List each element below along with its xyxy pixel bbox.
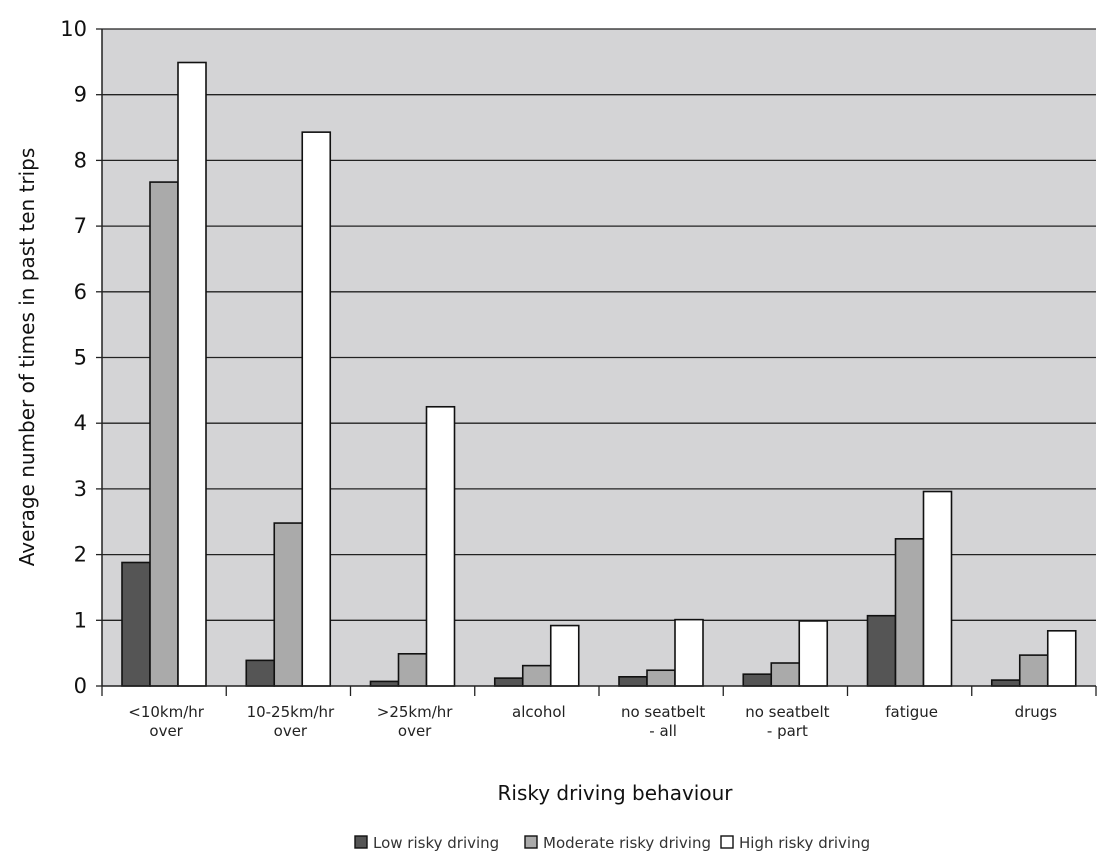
x-category-label: >25km/hr over: [377, 703, 454, 740]
legend-swatch: [524, 835, 538, 849]
bar-moderate-risky-driving: [646, 669, 676, 687]
x-category-labels: <10km/hr over 10-25km/hr over >25km/hr over al…: [128, 703, 1057, 740]
bar-high-risky-driving: [798, 620, 829, 687]
bar-moderate-risky-driving: [1018, 654, 1049, 687]
legend-swatch: [720, 835, 734, 849]
bar-low-risky-driving: [742, 673, 773, 687]
bar-moderate-risky-driving: [521, 664, 552, 687]
bar-high-risky-driving: [674, 618, 704, 687]
y-tick-label: 1: [74, 608, 87, 632]
y-tick-label: 10: [60, 17, 87, 41]
bar-high-risky-driving: [1046, 630, 1077, 687]
legend-label: Low risky driving: [373, 834, 499, 852]
y-axis-ticks: 0 1 2 3 4 5 6 7 8 9 10: [60, 17, 102, 698]
x-category-label: <10km/hr over: [128, 703, 205, 740]
y-tick-label: 0: [74, 674, 87, 698]
y-tick-label: 5: [74, 346, 87, 370]
legend: Low risky driving Moderate risky driving H…: [354, 834, 870, 852]
gridlines: [102, 28, 1096, 621]
bar-moderate-risky-driving: [273, 522, 304, 687]
y-tick-label: 3: [74, 477, 87, 501]
x-category-label: fatigue: [885, 703, 938, 721]
bar-high-risky-driving: [549, 624, 580, 687]
bar-low-risky-driving: [866, 614, 897, 687]
bars: [121, 61, 1077, 687]
bar-low-risky-driving: [121, 561, 151, 687]
legend-swatch: [354, 835, 368, 849]
x-category-label: alcohol: [512, 703, 566, 721]
bar-high-risky-driving: [922, 490, 953, 687]
y-tick-label: 4: [74, 411, 87, 435]
x-axis-ticks: [101, 686, 1097, 696]
bar-moderate-risky-driving: [770, 662, 801, 687]
y-axis-title: Average number of times in past ten trip…: [15, 148, 39, 567]
bar-low-risky-driving: [493, 677, 524, 687]
legend-label: High risky driving: [739, 834, 870, 852]
bar-moderate-risky-driving: [894, 538, 925, 687]
y-tick-label: 7: [74, 214, 87, 238]
legend-label: Moderate risky driving: [543, 834, 711, 852]
bar-moderate-risky-driving: [149, 181, 179, 687]
x-category-label: no seatbelt - all: [621, 703, 705, 740]
y-tick-label: 6: [74, 280, 87, 304]
bar-low-risky-driving: [990, 679, 1021, 687]
y-tick-label: 9: [74, 83, 87, 107]
x-category-label: no seatbelt - part: [745, 703, 829, 740]
x-category-label: drugs: [1015, 703, 1058, 721]
x-axis-title: Risky driving behaviour: [498, 781, 734, 805]
y-tick-label: 8: [74, 148, 87, 172]
bar-moderate-risky-driving: [397, 653, 428, 687]
y-tick-label: 2: [74, 543, 87, 567]
bar-high-risky-driving: [177, 61, 207, 687]
bar-low-risky-driving: [618, 676, 648, 687]
bar-low-risky-driving: [245, 659, 276, 687]
x-category-label: 10-25km/hr over: [247, 703, 335, 740]
bar-high-risky-driving: [301, 131, 332, 687]
bar-high-risky-driving: [425, 405, 456, 687]
